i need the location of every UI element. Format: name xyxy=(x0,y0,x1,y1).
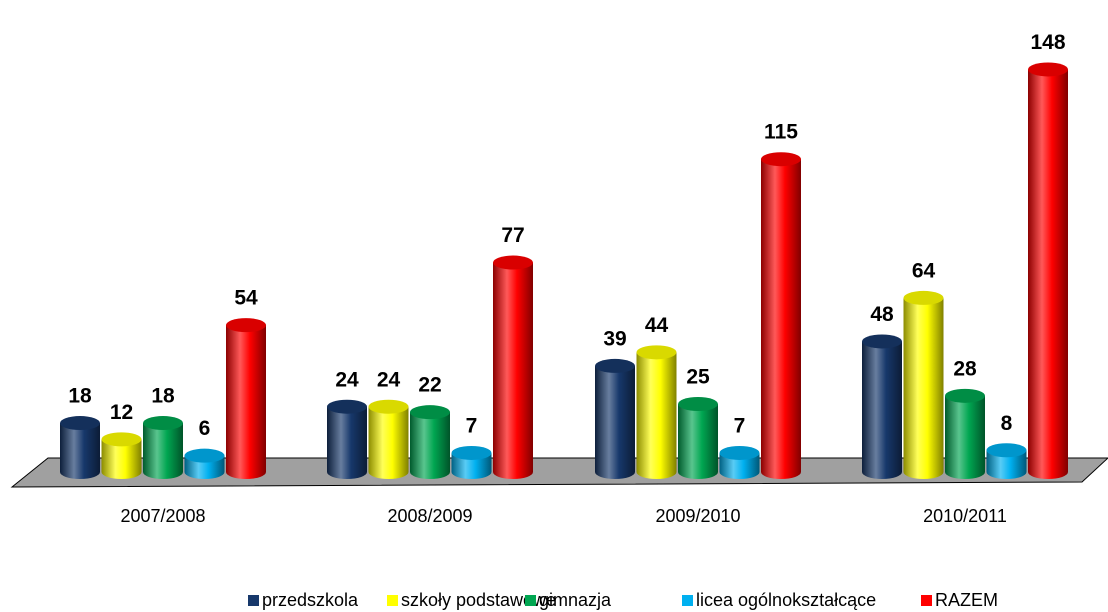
data-label: 25 xyxy=(686,366,710,389)
bar xyxy=(451,445,492,479)
bar xyxy=(60,416,100,479)
data-label: 7 xyxy=(466,415,478,438)
bar-body xyxy=(945,395,985,479)
bar-body xyxy=(101,439,142,479)
bar-top xyxy=(595,358,635,373)
data-label: 54 xyxy=(234,287,258,310)
x-tick-label: 2008/2009 xyxy=(387,506,472,526)
data-label: 18 xyxy=(68,385,92,408)
bar-top xyxy=(101,432,142,447)
bar-top xyxy=(451,445,492,460)
data-label: 77 xyxy=(501,224,524,247)
bar xyxy=(493,255,533,479)
data-label: 148 xyxy=(1030,31,1065,54)
legend-label: licea ogólnokształcące xyxy=(696,590,876,610)
bar-top xyxy=(226,318,266,333)
bar-top xyxy=(636,345,677,360)
bar-body xyxy=(368,406,409,479)
legend-swatch xyxy=(387,595,398,606)
data-label: 12 xyxy=(110,401,133,424)
bar-top xyxy=(184,448,225,463)
bar-top xyxy=(678,397,718,411)
bar-body xyxy=(862,341,902,479)
bar xyxy=(410,405,450,479)
bar-body xyxy=(1028,69,1068,479)
bar xyxy=(986,443,1027,479)
legend-label: gimnazja xyxy=(539,590,612,610)
data-label: 7 xyxy=(734,415,746,438)
bar-top xyxy=(493,255,533,270)
bar-top xyxy=(327,399,367,414)
legend-label: przedszkola xyxy=(262,590,359,610)
bar-body xyxy=(903,297,944,479)
x-tick-label: 2010/2011 xyxy=(923,506,1007,526)
data-label: 115 xyxy=(764,121,798,144)
bar-body xyxy=(327,406,367,479)
bar-body xyxy=(410,412,450,479)
bar-top xyxy=(761,152,801,167)
bar xyxy=(903,290,944,479)
bar-body xyxy=(986,450,1027,479)
bar-body xyxy=(595,365,635,479)
data-label: 22 xyxy=(418,374,441,397)
bar-body xyxy=(719,452,760,479)
bar xyxy=(595,358,635,479)
bar xyxy=(101,432,142,479)
bar-body xyxy=(60,423,100,479)
legend-swatch xyxy=(525,595,536,606)
bar-top xyxy=(986,443,1027,458)
data-label: 48 xyxy=(870,303,894,326)
bar-body xyxy=(761,159,801,479)
bar xyxy=(327,399,367,479)
bar-top xyxy=(1028,62,1068,77)
bar-body xyxy=(451,452,492,479)
bar-top xyxy=(903,290,944,305)
bar-body xyxy=(493,262,533,479)
bar-top xyxy=(368,399,409,414)
data-label: 39 xyxy=(603,327,626,350)
bar xyxy=(1028,62,1068,479)
bar xyxy=(226,318,266,479)
bar-body xyxy=(143,423,183,479)
data-label: 8 xyxy=(1001,412,1013,435)
x-tick-label: 2007/2008 xyxy=(120,506,205,526)
bar xyxy=(184,448,225,479)
bar xyxy=(678,397,718,479)
bar-top xyxy=(143,416,183,431)
bar-top xyxy=(719,445,760,460)
bar xyxy=(143,416,183,479)
data-label: 24 xyxy=(377,368,401,391)
bar-body xyxy=(226,325,266,479)
floor xyxy=(10,457,1108,488)
bar-top xyxy=(410,405,450,420)
data-label: 18 xyxy=(151,385,175,408)
bar xyxy=(862,334,902,479)
data-label: 64 xyxy=(912,259,936,282)
bar xyxy=(636,345,677,479)
legend-label: szkoły podstawowe xyxy=(401,590,556,610)
legend-label: RAZEM xyxy=(935,590,998,610)
data-label: 28 xyxy=(953,357,977,380)
bar-body xyxy=(678,404,718,479)
data-label: 6 xyxy=(199,417,211,440)
legend-swatch xyxy=(682,595,693,606)
data-label: 24 xyxy=(335,368,359,391)
bar xyxy=(761,152,801,479)
bar-top xyxy=(60,416,100,431)
bar-top xyxy=(945,388,985,403)
bar xyxy=(719,445,760,479)
bar-top xyxy=(862,334,902,349)
legend-swatch xyxy=(248,595,259,606)
data-label: 44 xyxy=(645,314,669,337)
x-tick-label: 2009/2010 xyxy=(655,506,740,526)
bar-body xyxy=(636,352,677,479)
bar xyxy=(945,388,985,479)
legend-swatch xyxy=(921,595,932,606)
bar xyxy=(368,399,409,479)
